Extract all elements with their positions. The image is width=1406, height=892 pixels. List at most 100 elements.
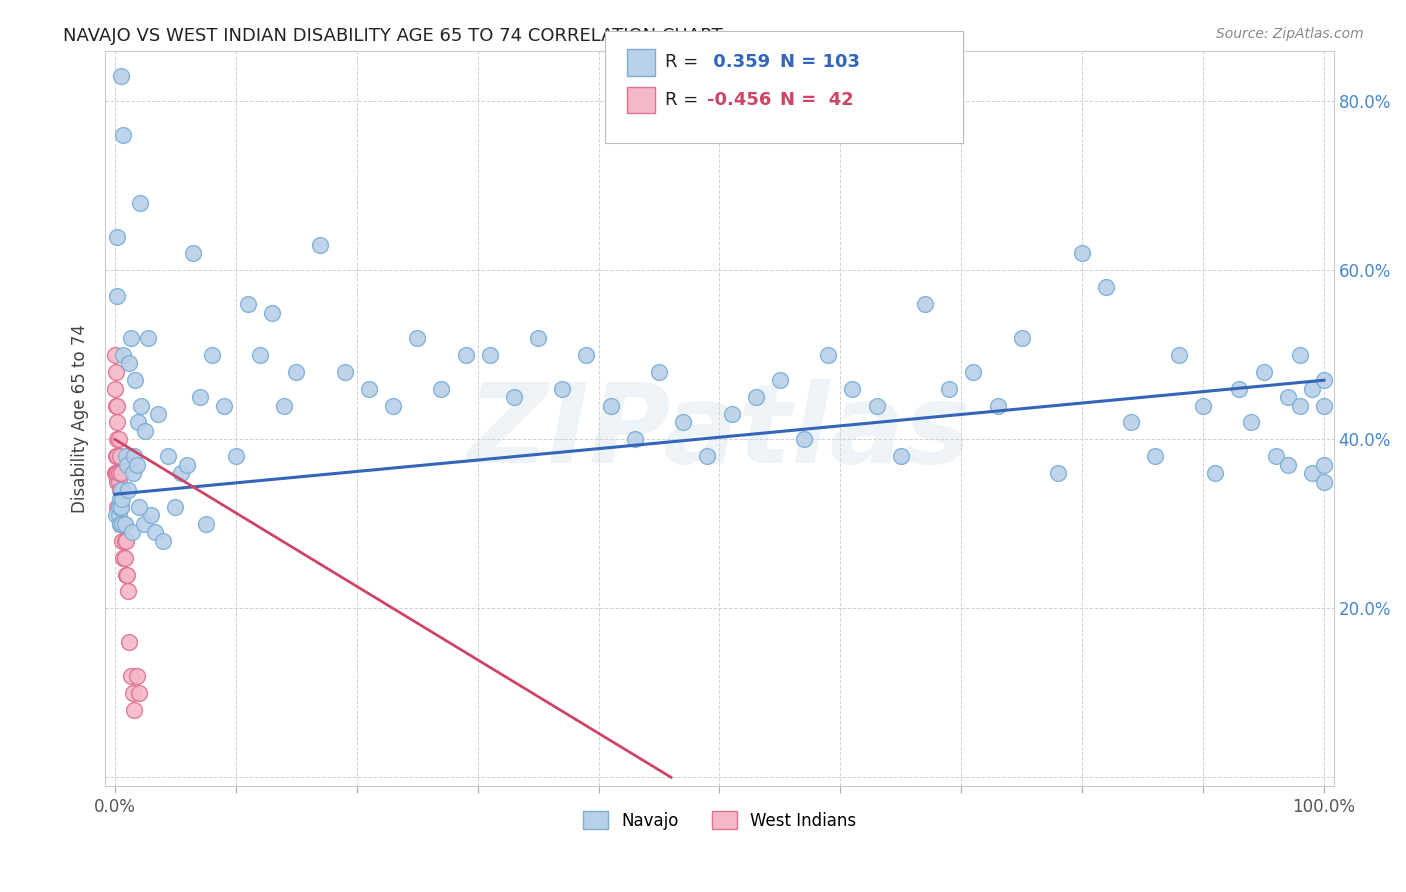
Point xyxy=(152,533,174,548)
Point xyxy=(105,449,128,463)
Point xyxy=(111,533,134,548)
Point xyxy=(122,686,145,700)
Point xyxy=(107,508,129,523)
Point xyxy=(117,584,139,599)
Point xyxy=(127,416,149,430)
Point xyxy=(333,365,356,379)
Point xyxy=(962,365,984,379)
Point xyxy=(114,516,136,531)
Text: R =: R = xyxy=(665,54,699,71)
Point xyxy=(143,525,166,540)
Point xyxy=(117,483,139,497)
Point xyxy=(107,433,129,447)
Point xyxy=(1046,466,1069,480)
Point xyxy=(744,390,766,404)
Point xyxy=(1095,280,1118,294)
Point xyxy=(110,500,132,514)
Point xyxy=(841,382,863,396)
Point xyxy=(111,516,134,531)
Point xyxy=(104,382,127,396)
Point xyxy=(104,466,127,480)
Point xyxy=(183,246,205,260)
Point xyxy=(107,500,129,514)
Point xyxy=(672,416,695,430)
Point xyxy=(108,483,131,497)
Point xyxy=(134,424,156,438)
Point xyxy=(1192,399,1215,413)
Point xyxy=(720,407,742,421)
Text: N =  42: N = 42 xyxy=(780,91,853,109)
Text: ZIPatlas: ZIPatlas xyxy=(468,379,972,486)
Point xyxy=(108,449,131,463)
Point xyxy=(575,348,598,362)
Point xyxy=(114,567,136,582)
Point xyxy=(406,331,429,345)
Point xyxy=(122,449,145,463)
Point xyxy=(124,373,146,387)
Point xyxy=(105,433,128,447)
Point xyxy=(1253,365,1275,379)
Point xyxy=(249,348,271,362)
Point xyxy=(176,458,198,472)
Point xyxy=(105,475,128,489)
Text: -0.456: -0.456 xyxy=(707,91,772,109)
Point xyxy=(105,466,128,480)
Point xyxy=(148,407,170,421)
Point xyxy=(1313,458,1336,472)
Point xyxy=(1313,475,1336,489)
Point xyxy=(107,500,129,514)
Point xyxy=(132,516,155,531)
Legend: Navajo, West Indians: Navajo, West Indians xyxy=(576,805,863,837)
Point xyxy=(1313,373,1336,387)
Point xyxy=(111,491,134,506)
Point xyxy=(121,525,143,540)
Point xyxy=(131,399,153,413)
Point xyxy=(623,433,645,447)
Point xyxy=(201,348,224,362)
Point xyxy=(1240,416,1263,430)
Point xyxy=(111,516,134,531)
Point xyxy=(105,500,128,514)
Point xyxy=(112,348,135,362)
Point xyxy=(1167,348,1189,362)
Point xyxy=(1288,348,1310,362)
Point xyxy=(1227,382,1250,396)
Point xyxy=(105,449,128,463)
Point xyxy=(769,373,792,387)
Point xyxy=(1204,466,1226,480)
Point xyxy=(105,466,128,480)
Point xyxy=(108,516,131,531)
Point xyxy=(357,382,380,396)
Point xyxy=(165,500,187,514)
Point xyxy=(128,686,150,700)
Text: Source: ZipAtlas.com: Source: ZipAtlas.com xyxy=(1216,27,1364,41)
Point xyxy=(114,533,136,548)
Point xyxy=(108,491,131,506)
Point xyxy=(105,365,128,379)
Point xyxy=(170,466,193,480)
Point xyxy=(115,458,138,472)
Point xyxy=(865,399,887,413)
Point xyxy=(118,356,141,370)
Point xyxy=(105,289,128,303)
Point xyxy=(122,466,145,480)
Text: N = 103: N = 103 xyxy=(780,54,860,71)
Point xyxy=(890,449,912,463)
Point xyxy=(914,297,936,311)
Point xyxy=(1313,399,1336,413)
Point xyxy=(1071,246,1094,260)
Point xyxy=(285,365,308,379)
Point xyxy=(381,399,404,413)
Point xyxy=(188,390,211,404)
Point xyxy=(128,500,150,514)
Point xyxy=(120,669,142,683)
Point xyxy=(110,69,132,83)
Point xyxy=(454,348,477,362)
Point xyxy=(194,516,217,531)
Y-axis label: Disability Age 65 to 74: Disability Age 65 to 74 xyxy=(72,324,89,513)
Point xyxy=(114,449,136,463)
Point xyxy=(114,550,136,565)
Point xyxy=(136,331,159,345)
Point xyxy=(114,533,136,548)
Point xyxy=(105,399,128,413)
